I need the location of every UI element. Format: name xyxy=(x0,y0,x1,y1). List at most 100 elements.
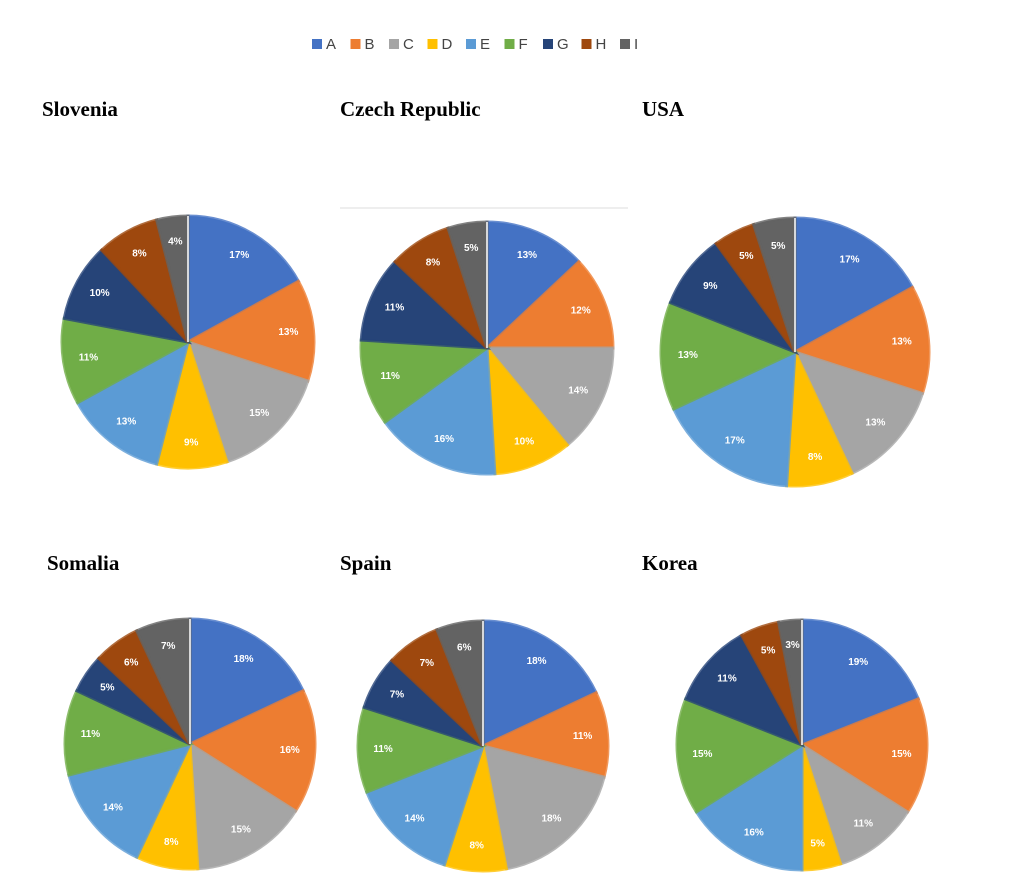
slice-label: 11% xyxy=(79,352,99,363)
pie-slice xyxy=(356,705,488,794)
pie-slice xyxy=(478,690,610,779)
slice-label: 16% xyxy=(434,434,454,445)
pie-slice xyxy=(800,618,921,748)
pie-slice xyxy=(798,697,929,815)
slice-label: 13% xyxy=(517,250,537,261)
slice-label: 13% xyxy=(865,418,885,429)
slice-label: 6% xyxy=(124,658,139,669)
slice-label: 16% xyxy=(280,745,300,756)
slice-label: 7% xyxy=(420,658,435,669)
pie-slice xyxy=(186,688,317,814)
pie-slice xyxy=(792,349,925,476)
slice-label: 8% xyxy=(164,837,179,848)
legend-swatch xyxy=(312,39,322,49)
slice-label: 18% xyxy=(541,814,561,825)
pie-slice xyxy=(188,617,306,747)
pie-slice xyxy=(63,688,195,777)
chart-title: Korea xyxy=(642,551,698,575)
pie-slice xyxy=(659,300,799,412)
pie-slice xyxy=(60,316,193,405)
slice-label: 9% xyxy=(703,281,718,292)
slice-label: 11% xyxy=(717,674,737,685)
slice-label: 8% xyxy=(469,840,484,851)
slice-label: 19% xyxy=(848,657,868,668)
slice-label: 11% xyxy=(380,371,400,382)
slice-label: 5% xyxy=(810,838,825,849)
slice-label: 16% xyxy=(744,827,764,838)
legend-swatch xyxy=(389,39,399,49)
legend-label: D xyxy=(442,36,453,53)
pie-slice xyxy=(359,338,492,425)
pie-slice xyxy=(694,742,804,872)
slice-label: 8% xyxy=(132,248,147,259)
legend-label: H xyxy=(596,36,607,53)
pie-slice xyxy=(485,220,581,352)
slice-label: 13% xyxy=(278,327,298,338)
pie-slice xyxy=(481,619,599,749)
pie-slice xyxy=(382,345,497,476)
chart-title: USA xyxy=(642,97,685,121)
pie-slice xyxy=(364,743,486,867)
slice-label: 11% xyxy=(385,303,405,314)
pie-slice xyxy=(62,248,193,345)
slice-label: 10% xyxy=(514,436,534,447)
slice-label: 9% xyxy=(184,437,199,448)
slice-label: 5% xyxy=(100,682,115,693)
pie-slice xyxy=(791,285,931,396)
pie-slice xyxy=(483,259,615,350)
slice-label: 15% xyxy=(249,408,269,419)
legend-label: F xyxy=(519,36,528,53)
legend-label: A xyxy=(326,36,336,53)
slice-label: 11% xyxy=(573,731,593,742)
pie-slice xyxy=(793,216,915,355)
slice-label: 15% xyxy=(231,825,251,836)
legend-swatch xyxy=(581,39,592,49)
pie-slice xyxy=(483,346,615,448)
slice-label: 13% xyxy=(678,350,698,361)
slice-label: 14% xyxy=(103,802,123,813)
slice-label: 11% xyxy=(373,744,393,755)
pie-slice xyxy=(359,259,492,350)
legend-swatch xyxy=(543,39,553,49)
slice-label: 8% xyxy=(808,452,823,463)
chart-title: Spain xyxy=(340,551,392,575)
slice-label: 18% xyxy=(234,654,254,665)
pie-slice xyxy=(67,741,193,860)
pie-slice xyxy=(799,741,910,866)
pie-slice xyxy=(75,339,191,466)
chart-title: Slovenia xyxy=(42,97,118,121)
pie-slice xyxy=(186,214,301,345)
legend-swatch xyxy=(466,39,476,49)
pie-slice xyxy=(671,349,797,488)
chart-title: Somalia xyxy=(47,551,120,575)
legend-label: G xyxy=(557,36,569,53)
slice-label: 13% xyxy=(892,337,912,348)
legend-swatch xyxy=(427,39,438,49)
chart-title: Czech Republic xyxy=(340,97,481,121)
slice-label: 8% xyxy=(426,258,441,269)
slice-label: 18% xyxy=(527,656,547,667)
legend-swatch xyxy=(620,39,630,49)
pie-slice xyxy=(481,743,606,871)
pie-slice xyxy=(188,741,298,871)
legend-label: C xyxy=(403,36,414,53)
slice-label: 6% xyxy=(457,642,472,653)
slice-label: 4% xyxy=(168,237,183,248)
legend-label: E xyxy=(480,36,490,53)
slice-label: 17% xyxy=(840,254,860,265)
slice-label: 5% xyxy=(739,251,754,262)
legend-label: I xyxy=(634,36,638,53)
slice-label: 17% xyxy=(229,250,249,261)
pie-slice xyxy=(485,343,570,476)
slice-label: 5% xyxy=(464,243,479,254)
slice-label: 10% xyxy=(90,288,110,299)
slice-label: 15% xyxy=(892,749,912,760)
slice-label: 5% xyxy=(771,241,786,252)
slice-label: 15% xyxy=(692,749,712,760)
slice-label: 11% xyxy=(854,819,874,830)
slice-label: 7% xyxy=(161,641,176,652)
slice-label: 11% xyxy=(81,729,101,740)
legend-swatch xyxy=(504,39,515,49)
slice-label: 5% xyxy=(761,646,776,657)
